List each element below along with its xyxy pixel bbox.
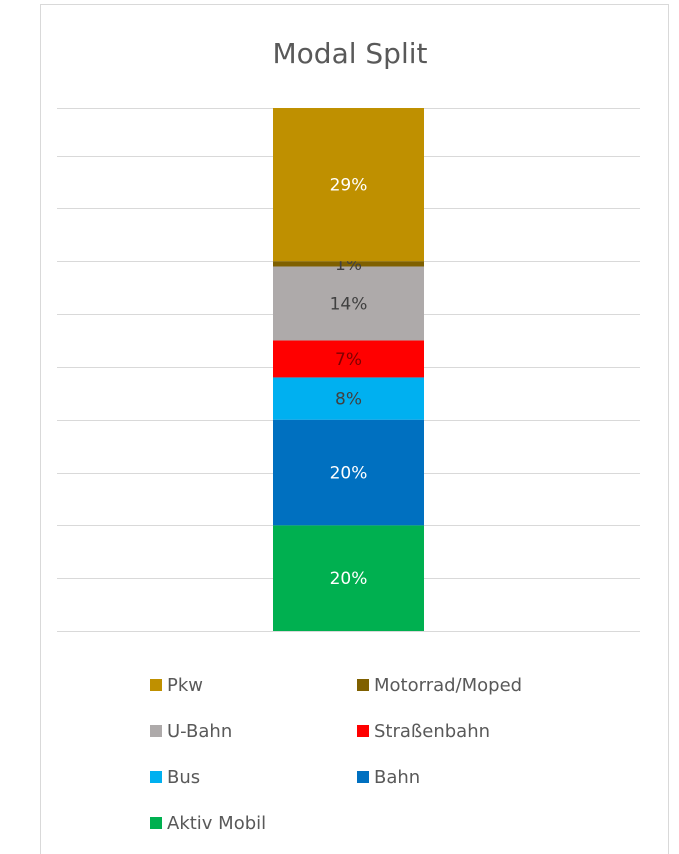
- legend-swatch: [357, 725, 369, 737]
- legend-label: Motorrad/Moped: [374, 675, 522, 696]
- legend-swatch: [357, 679, 369, 691]
- legend-label: Pkw: [167, 675, 203, 696]
- bar-segment: [273, 525, 424, 631]
- legend-swatch: [150, 817, 162, 829]
- legend-label: U-Bahn: [167, 721, 232, 742]
- bar-segment: [273, 340, 424, 378]
- legend-label: Bahn: [374, 767, 420, 788]
- data-label: 29%: [330, 176, 368, 196]
- chart-title: Modal Split: [273, 37, 428, 70]
- legend-label: Bus: [167, 767, 200, 788]
- data-label: 20%: [330, 569, 368, 589]
- bar-segment: [273, 377, 424, 420]
- legend-label: Aktiv Mobil: [167, 813, 266, 834]
- data-label: 8%: [335, 390, 362, 410]
- legend-label: Straßenbahn: [374, 721, 490, 742]
- bar-segment: [273, 419, 424, 526]
- legend-swatch: [357, 771, 369, 783]
- bar-segment: [273, 261, 424, 267]
- bar-segment: [273, 266, 424, 341]
- bar-segment: [273, 108, 424, 262]
- legend-swatch: [150, 771, 162, 783]
- legend-swatch: [150, 725, 162, 737]
- data-label: 20%: [330, 464, 368, 484]
- legend-swatch: [150, 679, 162, 691]
- data-label: 14%: [330, 294, 368, 314]
- data-label: 7%: [335, 350, 362, 370]
